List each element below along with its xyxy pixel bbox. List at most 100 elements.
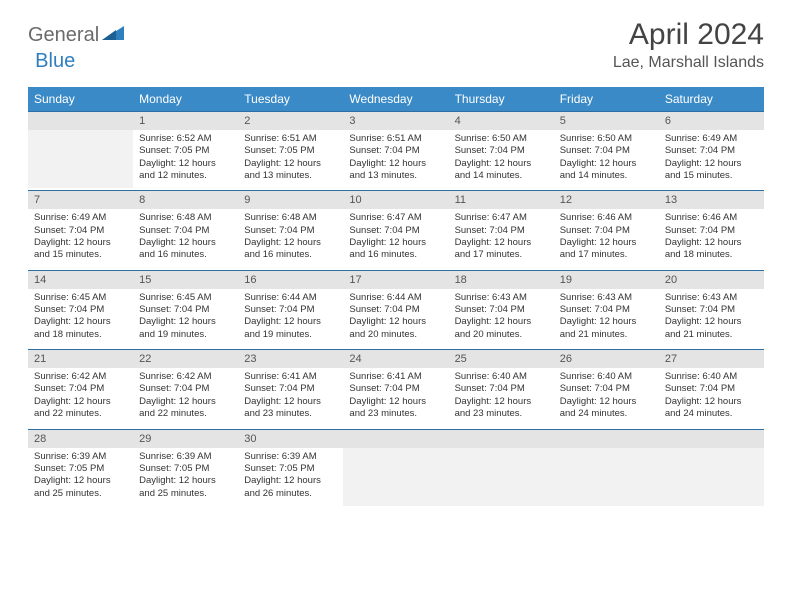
- sunrise-text: Sunrise: 6:39 AM: [34, 451, 127, 463]
- calendar-cell: 2Sunrise: 6:51 AMSunset: 7:05 PMDaylight…: [238, 112, 343, 191]
- day-number-empty: [28, 112, 133, 130]
- day-body: Sunrise: 6:47 AMSunset: 7:04 PMDaylight:…: [343, 209, 448, 269]
- day-number: 6: [659, 112, 764, 130]
- sunrise-text: Sunrise: 6:45 AM: [34, 292, 127, 304]
- sunset-text: Sunset: 7:04 PM: [349, 383, 442, 395]
- brand-logo: General: [28, 24, 124, 47]
- daylight-text: Daylight: 12 hours and 24 minutes.: [560, 396, 653, 421]
- day-number-empty: [659, 430, 764, 448]
- sunrise-text: Sunrise: 6:48 AM: [139, 212, 232, 224]
- daylight-text: Daylight: 12 hours and 21 minutes.: [665, 316, 758, 341]
- day-number: 15: [133, 271, 238, 289]
- calendar-cell: 29Sunrise: 6:39 AMSunset: 7:05 PMDayligh…: [133, 429, 238, 508]
- calendar-cell: 15Sunrise: 6:45 AMSunset: 7:04 PMDayligh…: [133, 270, 238, 349]
- day-body: Sunrise: 6:41 AMSunset: 7:04 PMDaylight:…: [238, 368, 343, 428]
- calendar-cell: 19Sunrise: 6:43 AMSunset: 7:04 PMDayligh…: [554, 270, 659, 349]
- calendar-cell: [449, 429, 554, 508]
- daylight-text: Daylight: 12 hours and 18 minutes.: [34, 316, 127, 341]
- day-body: Sunrise: 6:40 AMSunset: 7:04 PMDaylight:…: [554, 368, 659, 428]
- day-number: 21: [28, 350, 133, 368]
- month-title: April 2024: [613, 18, 764, 52]
- calendar-cell: [659, 429, 764, 508]
- calendar-cell: 8Sunrise: 6:48 AMSunset: 7:04 PMDaylight…: [133, 191, 238, 270]
- daylight-text: Daylight: 12 hours and 23 minutes.: [244, 396, 337, 421]
- calendar-week-row: 21Sunrise: 6:42 AMSunset: 7:04 PMDayligh…: [28, 350, 764, 429]
- calendar-body: 1Sunrise: 6:52 AMSunset: 7:05 PMDaylight…: [28, 112, 764, 508]
- sunrise-text: Sunrise: 6:49 AM: [34, 212, 127, 224]
- daylight-text: Daylight: 12 hours and 20 minutes.: [455, 316, 548, 341]
- day-body: Sunrise: 6:50 AMSunset: 7:04 PMDaylight:…: [554, 130, 659, 190]
- day-header: Sunday: [28, 87, 133, 112]
- calendar-week-row: 7Sunrise: 6:49 AMSunset: 7:04 PMDaylight…: [28, 191, 764, 270]
- calendar-cell: [28, 112, 133, 191]
- sunset-text: Sunset: 7:04 PM: [349, 304, 442, 316]
- calendar-week-row: 1Sunrise: 6:52 AMSunset: 7:05 PMDaylight…: [28, 112, 764, 191]
- sunrise-text: Sunrise: 6:46 AM: [665, 212, 758, 224]
- daylight-text: Daylight: 12 hours and 14 minutes.: [560, 158, 653, 183]
- sunset-text: Sunset: 7:04 PM: [244, 304, 337, 316]
- calendar-cell: 10Sunrise: 6:47 AMSunset: 7:04 PMDayligh…: [343, 191, 448, 270]
- day-body: Sunrise: 6:39 AMSunset: 7:05 PMDaylight:…: [28, 448, 133, 508]
- day-number: 25: [449, 350, 554, 368]
- day-number-empty: [554, 430, 659, 448]
- daylight-text: Daylight: 12 hours and 16 minutes.: [244, 237, 337, 262]
- day-body: Sunrise: 6:44 AMSunset: 7:04 PMDaylight:…: [343, 289, 448, 349]
- calendar-cell: 13Sunrise: 6:46 AMSunset: 7:04 PMDayligh…: [659, 191, 764, 270]
- day-number: 29: [133, 430, 238, 448]
- daylight-text: Daylight: 12 hours and 23 minutes.: [455, 396, 548, 421]
- daylight-text: Daylight: 12 hours and 23 minutes.: [349, 396, 442, 421]
- day-number: 17: [343, 271, 448, 289]
- calendar-cell: 1Sunrise: 6:52 AMSunset: 7:05 PMDaylight…: [133, 112, 238, 191]
- day-number: 5: [554, 112, 659, 130]
- calendar-cell: 23Sunrise: 6:41 AMSunset: 7:04 PMDayligh…: [238, 350, 343, 429]
- sunset-text: Sunset: 7:05 PM: [244, 145, 337, 157]
- calendar-cell: 30Sunrise: 6:39 AMSunset: 7:05 PMDayligh…: [238, 429, 343, 508]
- calendar-cell: 28Sunrise: 6:39 AMSunset: 7:05 PMDayligh…: [28, 429, 133, 508]
- day-number: 23: [238, 350, 343, 368]
- day-number: 9: [238, 191, 343, 209]
- calendar-week-row: 28Sunrise: 6:39 AMSunset: 7:05 PMDayligh…: [28, 429, 764, 508]
- calendar-cell: 27Sunrise: 6:40 AMSunset: 7:04 PMDayligh…: [659, 350, 764, 429]
- day-body: Sunrise: 6:49 AMSunset: 7:04 PMDaylight:…: [28, 209, 133, 269]
- day-header: Wednesday: [343, 87, 448, 112]
- calendar-cell: 18Sunrise: 6:43 AMSunset: 7:04 PMDayligh…: [449, 270, 554, 349]
- sunset-text: Sunset: 7:04 PM: [455, 304, 548, 316]
- sunset-text: Sunset: 7:04 PM: [665, 225, 758, 237]
- day-number-empty: [343, 430, 448, 448]
- calendar-cell: 5Sunrise: 6:50 AMSunset: 7:04 PMDaylight…: [554, 112, 659, 191]
- sunrise-text: Sunrise: 6:40 AM: [665, 371, 758, 383]
- calendar-cell: 3Sunrise: 6:51 AMSunset: 7:04 PMDaylight…: [343, 112, 448, 191]
- day-body: Sunrise: 6:42 AMSunset: 7:04 PMDaylight:…: [133, 368, 238, 428]
- day-body-empty: [28, 130, 133, 188]
- day-body: Sunrise: 6:50 AMSunset: 7:04 PMDaylight:…: [449, 130, 554, 190]
- sunset-text: Sunset: 7:04 PM: [455, 383, 548, 395]
- day-body-empty: [659, 448, 764, 506]
- daylight-text: Daylight: 12 hours and 16 minutes.: [139, 237, 232, 262]
- sunset-text: Sunset: 7:04 PM: [349, 145, 442, 157]
- day-number: 16: [238, 271, 343, 289]
- sunrise-text: Sunrise: 6:40 AM: [560, 371, 653, 383]
- day-body: Sunrise: 6:43 AMSunset: 7:04 PMDaylight:…: [449, 289, 554, 349]
- sunrise-text: Sunrise: 6:41 AM: [244, 371, 337, 383]
- daylight-text: Daylight: 12 hours and 16 minutes.: [349, 237, 442, 262]
- day-header: Saturday: [659, 87, 764, 112]
- sunset-text: Sunset: 7:04 PM: [665, 145, 758, 157]
- day-body: Sunrise: 6:45 AMSunset: 7:04 PMDaylight:…: [133, 289, 238, 349]
- calendar-cell: 4Sunrise: 6:50 AMSunset: 7:04 PMDaylight…: [449, 112, 554, 191]
- day-body: Sunrise: 6:48 AMSunset: 7:04 PMDaylight:…: [133, 209, 238, 269]
- brand-triangle-icon: [102, 24, 124, 45]
- calendar-page: General April 2024 Lae, Marshall Islands…: [0, 0, 792, 528]
- day-number: 1: [133, 112, 238, 130]
- daylight-text: Daylight: 12 hours and 17 minutes.: [455, 237, 548, 262]
- day-body-empty: [343, 448, 448, 506]
- day-body: Sunrise: 6:51 AMSunset: 7:04 PMDaylight:…: [343, 130, 448, 190]
- day-body: Sunrise: 6:48 AMSunset: 7:04 PMDaylight:…: [238, 209, 343, 269]
- daylight-text: Daylight: 12 hours and 15 minutes.: [34, 237, 127, 262]
- daylight-text: Daylight: 12 hours and 22 minutes.: [34, 396, 127, 421]
- sunrise-text: Sunrise: 6:43 AM: [665, 292, 758, 304]
- sunrise-text: Sunrise: 6:51 AM: [244, 133, 337, 145]
- day-number: 13: [659, 191, 764, 209]
- sunrise-text: Sunrise: 6:42 AM: [34, 371, 127, 383]
- location-label: Lae, Marshall Islands: [613, 54, 764, 72]
- calendar-week-row: 14Sunrise: 6:45 AMSunset: 7:04 PMDayligh…: [28, 270, 764, 349]
